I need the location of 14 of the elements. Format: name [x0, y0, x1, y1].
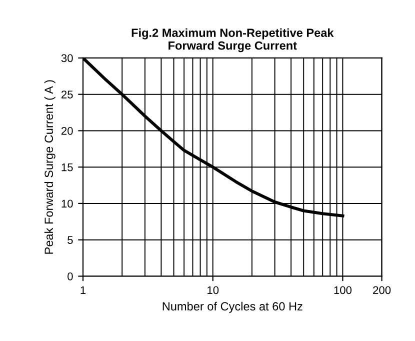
y-tick-label: 20	[61, 126, 73, 135]
y-tick-label: 0	[68, 272, 73, 280]
y-tick-label: 15	[62, 163, 73, 172]
y-axis-title: Peak Forward Surge Current ( A )	[44, 80, 56, 254]
y-tick-label: 10	[62, 200, 73, 208]
x-tick-label: 10	[208, 286, 219, 294]
chart-title: Fig.2 Maximum Non-Repetitive Peak Forward Surge Current	[132, 28, 334, 52]
x-tick-label: 100	[334, 286, 352, 294]
y-tick-label: 5	[68, 236, 73, 244]
x-tick-label: 1	[80, 286, 86, 294]
y-tick-label: 30	[61, 54, 73, 62]
x-axis-title: Number of Cycles at 60 Hz	[162, 302, 302, 313]
y-tick-label: 25	[61, 90, 73, 98]
x-tick-label: 200	[373, 286, 391, 294]
